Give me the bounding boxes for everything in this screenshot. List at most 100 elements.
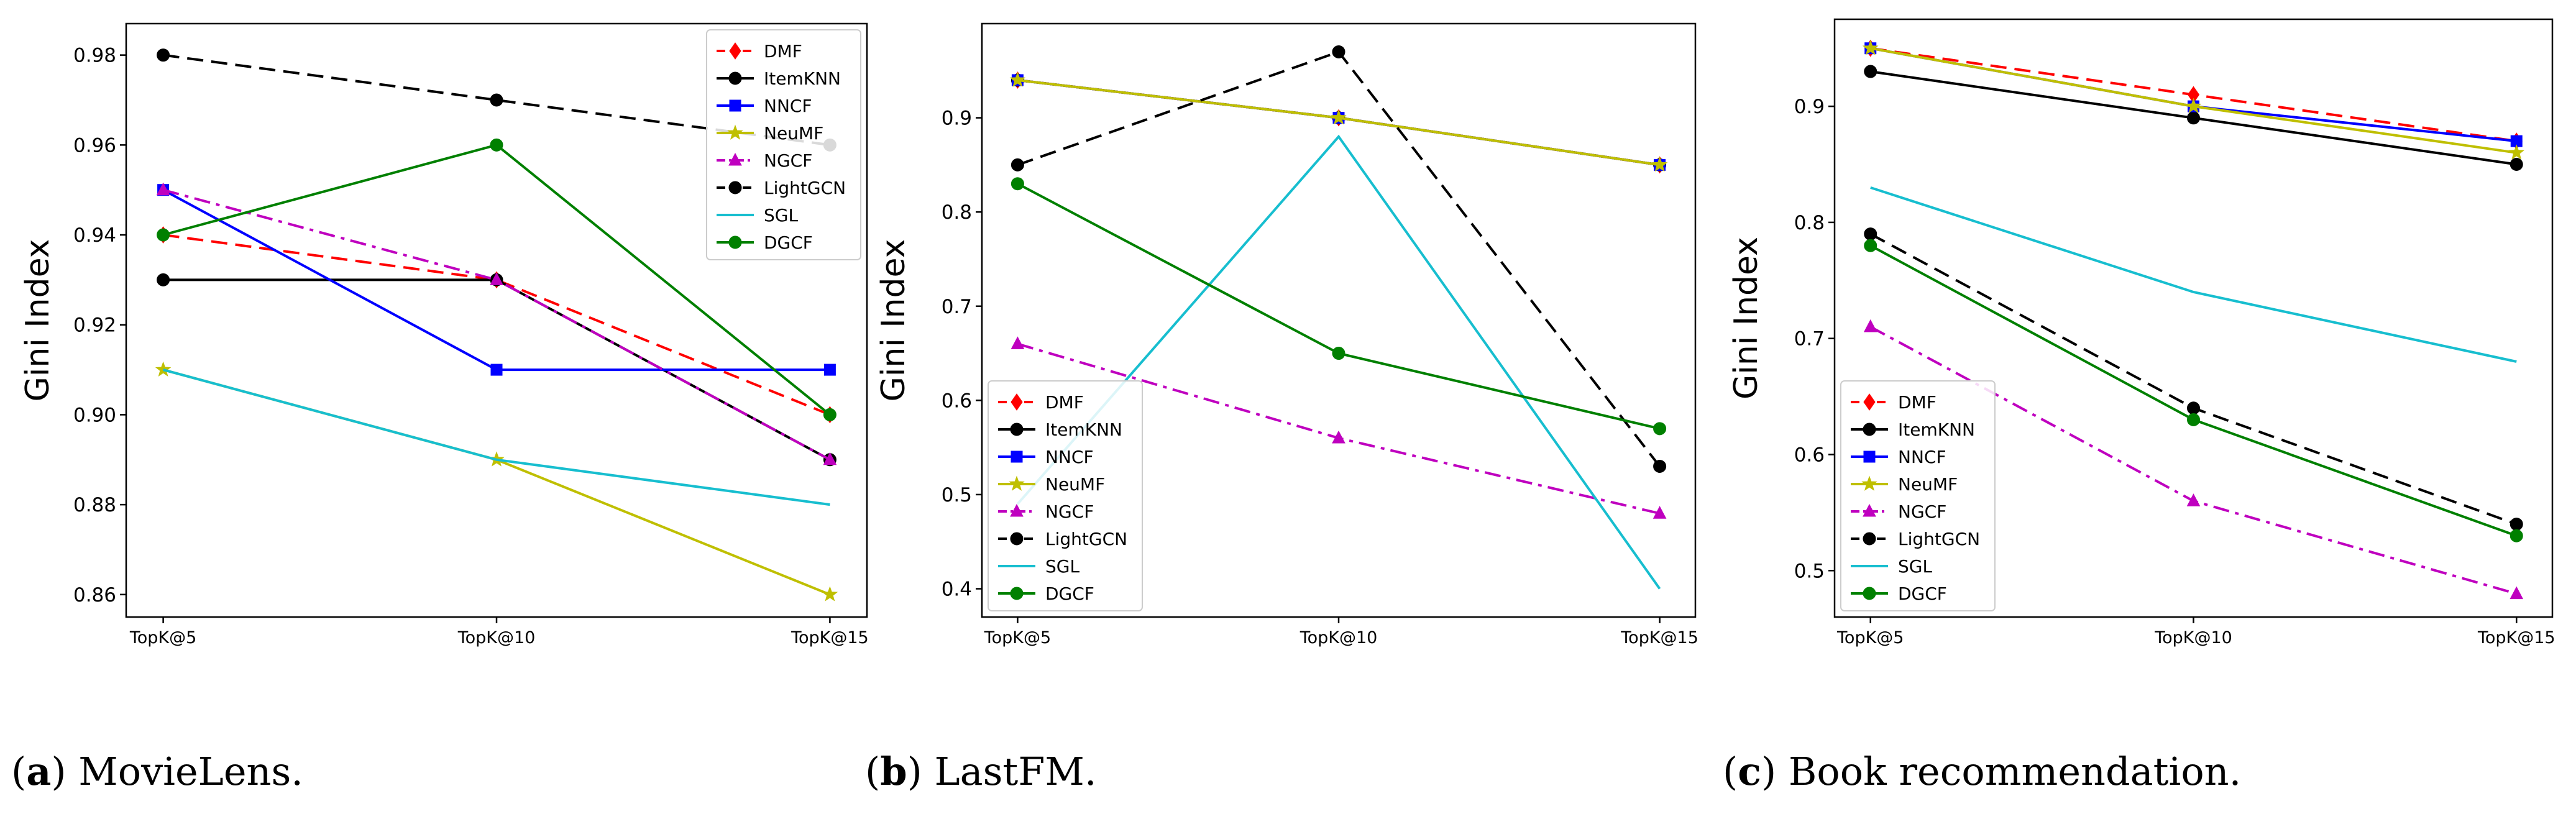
panel-c-legend-label-nncf: NNCF	[1898, 447, 1946, 467]
panel-c-series-neumf	[1862, 40, 2525, 160]
panel-c-xtick-label-1: TopK@10	[2154, 628, 2232, 647]
panel-a-ytick-label-2: 0.90	[73, 404, 116, 426]
panel-a-legend-label-sgl: SGL	[764, 205, 798, 226]
panel-a-legend: DMF ItemKNN NNCF NeuMF NGCF LightGCN SGL DGCF	[706, 29, 861, 260]
panel-a-point-itemknn-0	[157, 273, 170, 286]
panel-b-series-lightgcn	[1011, 45, 1667, 473]
panel-b-legend: DMF ItemKNN NNCF NeuMF NGCF LightGCN SGL DGCF	[988, 380, 1143, 611]
panel-c-point-itemknn-2	[2510, 157, 2523, 171]
panel-b-legend-marker-lightgcn	[1010, 532, 1024, 546]
panel-a-legend-marker-lightgcn	[728, 181, 742, 194]
panel-c-series-sgl	[1870, 186, 2517, 363]
panel-b-ylabel: Gini Index	[875, 239, 912, 402]
panel-c: 0.5 0.6 0.7 0.8 0.9 TopK@5 TopK@10 TopK@15 Gini …	[1728, 18, 2555, 647]
panel-b-point-neumf-0	[1009, 71, 1026, 87]
panel-b-ytick-label-3: 0.7	[942, 296, 972, 318]
panel-c-xtick-label-2: TopK@15	[2477, 628, 2555, 647]
panel-b-legend-marker-neumf	[1009, 475, 1025, 491]
panel-a-legend-marker-dgcf	[728, 236, 742, 249]
panel-c-legend-marker-ngcf	[1863, 503, 1876, 517]
panel-c-point-neumf-2	[2508, 144, 2525, 160]
panel-a-legend-label-itemknn: ItemKNN	[764, 68, 841, 89]
panel-b-legend-label-lightgcn: LightGCN	[1045, 529, 1127, 549]
panel-b-point-lightgcn-2	[1653, 459, 1667, 473]
panel-b-point-ngcf-1	[1332, 430, 1345, 444]
panel-c-legend-label-itemknn: ItemKNN	[1898, 419, 1975, 440]
panel-b-series-dgcf	[1011, 177, 1667, 436]
caption-c-text: ) Book recommendation.	[1761, 749, 2242, 794]
caption-a-letter: a	[26, 749, 52, 794]
panel-b-point-lightgcn-1	[1332, 45, 1345, 58]
panel-b: 0.4 0.5 0.6 0.7 0.8 0.9 TopK@5 TopK@10 TopK@15 Gi…	[875, 22, 1698, 647]
panel-c-line-sgl	[1870, 186, 2517, 363]
panel-a-ytick-label-3: 0.92	[73, 314, 116, 337]
panel-b-ytick-label-2: 0.6	[942, 390, 972, 412]
panel-a-legend-label-ngcf: NGCF	[764, 150, 812, 171]
panel-b-point-neumf-1	[1331, 109, 1347, 125]
panel-b-point-dgcf-2	[1653, 422, 1667, 436]
panel-a-point-neumf-0	[155, 361, 172, 377]
panel-a-point-ngcf-2	[823, 452, 837, 465]
panel-a-legend-marker-itemknn	[728, 71, 742, 85]
panel-a-legend-marker-neumf	[727, 124, 743, 140]
panel-b-point-neumf-2	[1651, 156, 1668, 172]
panel-b-series-nncf	[1011, 74, 1666, 171]
panel-b-legend-label-dgcf: DGCF	[1045, 583, 1094, 604]
panel-a-point-ngcf-1	[490, 272, 503, 285]
panel-a-legend-marker-nncf	[729, 99, 741, 112]
panel-c-legend-box	[1840, 380, 1996, 611]
panel-b-series-ngcf	[1011, 336, 1667, 519]
panel-a-point-nncf-2	[823, 364, 836, 376]
panel-a-ytick-label-0: 0.86	[73, 584, 116, 606]
panel-b-legend-label-itemknn: ItemKNN	[1045, 419, 1122, 440]
caption-a-text: ) MovieLens.	[51, 749, 303, 794]
caption-b-text: ) LastFM.	[907, 749, 1097, 794]
panel-c-legend-label-ngcf: NGCF	[1898, 501, 1946, 522]
panel-b-legend-marker-dmf	[1011, 393, 1023, 411]
panel-a-legend-marker-dmf	[729, 42, 741, 60]
panel-a-ytick-label-5: 0.96	[73, 134, 116, 157]
panel-b-series-neumf	[1009, 71, 1668, 172]
panel-b-ytick-label-5: 0.9	[942, 107, 972, 130]
panel-c-point-itemknn-1	[2187, 111, 2200, 125]
panel-b-legend-marker-nncf	[1011, 450, 1023, 463]
panel-b-legend-marker-ngcf	[1010, 503, 1024, 517]
panel-a-xtick-label-0: TopK@5	[129, 628, 196, 647]
caption-a: (a) MovieLens.	[11, 749, 303, 794]
panel-a-series-neumf	[155, 361, 838, 601]
panel-c-legend-marker-itemknn	[1863, 423, 1876, 436]
panel-a-line-sgl	[163, 368, 830, 506]
panel-a-xtick-label-1: TopK@10	[457, 628, 536, 647]
panel-c-series-itemknn	[1864, 65, 2523, 171]
caption-b-letter: b	[880, 749, 907, 794]
panel-c-legend-label-lightgcn: LightGCN	[1898, 529, 1980, 549]
panel-c-legend-marker-nncf	[1863, 450, 1876, 463]
panel-c-point-itemknn-0	[1864, 65, 1877, 78]
panel-c-point-neumf-0	[1862, 40, 1879, 55]
panel-a-ytick-label-4: 0.94	[73, 224, 116, 247]
panel-c-ylabel: Gini Index	[1728, 237, 1765, 400]
panel-c-point-neumf-1	[2185, 98, 2202, 113]
panel-a-legend-marker-ngcf	[728, 152, 742, 166]
panel-a-point-neumf-2	[822, 586, 838, 601]
panel-c-legend-marker-lightgcn	[1863, 532, 1876, 546]
panel-a-legend-label-nncf: NNCF	[764, 96, 812, 116]
panel-a-series-dgcf	[157, 138, 837, 421]
caption-c: (c) Book recommendation.	[1723, 749, 2242, 794]
panel-c-ytick-label-0: 0.5	[1794, 560, 1825, 582]
panel-c-xtick-label-0: TopK@5	[1836, 628, 1904, 647]
panel-a-point-lightgcn-1	[490, 93, 503, 107]
panel-c-legend-label-dgcf: DGCF	[1898, 583, 1947, 604]
panel-b-point-lightgcn-0	[1011, 158, 1024, 171]
panel-a-point-lightgcn-0	[157, 48, 170, 62]
panel-c-point-dgcf-2	[2510, 529, 2523, 542]
panel-a-point-nncf-1	[490, 364, 503, 376]
panel-b-point-dgcf-1	[1332, 347, 1345, 360]
panel-a-point-dgcf-1	[490, 138, 503, 152]
panel-c-legend-marker-dgcf	[1863, 587, 1876, 600]
panel-a-legend-label-neumf: NeuMF	[764, 123, 823, 144]
panel-c-ytick-label-3: 0.8	[1794, 212, 1825, 234]
panel-a-legend-box	[706, 29, 861, 260]
panel-b-legend-label-dmf: DMF	[1045, 392, 1084, 413]
panel-c-ytick-label-1: 0.6	[1794, 444, 1825, 466]
